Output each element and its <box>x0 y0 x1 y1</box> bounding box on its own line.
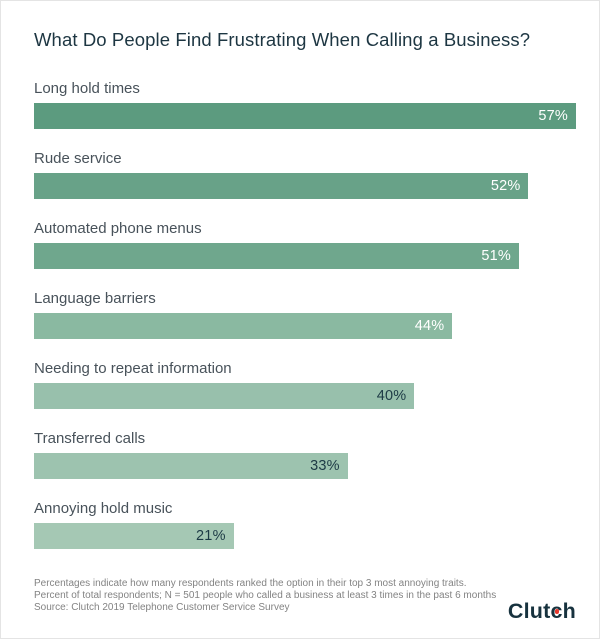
logo-text-pre: Clut <box>507 599 551 623</box>
bar-row: Long hold times 57% <box>34 80 576 150</box>
bar-chart: Long hold times 57% Rude service 52% Automat… <box>34 80 576 570</box>
bar-value-label: 57% <box>538 108 568 124</box>
footnote-line: Source: Clutch 2019 Telephone Customer S… <box>34 602 290 613</box>
bar: 40% <box>34 383 415 409</box>
bar: 52% <box>34 173 529 199</box>
bar: 21% <box>34 523 234 549</box>
clutch-logo: Clutch <box>508 599 576 624</box>
bar-category-label: Language barriers <box>34 290 156 307</box>
bar-category-label: Long hold times <box>34 80 140 97</box>
logo-text-post: h <box>562 599 576 623</box>
bar-row: Language barriers 44% <box>34 290 576 360</box>
bar-value-label: 40% <box>376 388 407 404</box>
footnote: Percentages indicate how many respondent… <box>34 578 496 614</box>
bar-category-label: Annoying hold music <box>34 500 173 517</box>
bar: 44% <box>34 313 453 339</box>
bar-category-label: Automated phone menus <box>34 220 202 237</box>
bar-category-label: Needing to repeat information <box>34 360 232 377</box>
bar-row: Annoying hold music 21% <box>34 500 576 570</box>
bar-value-label: 33% <box>310 458 340 474</box>
bar-row: Automated phone menus 51% <box>34 220 576 290</box>
bar-value-label: 51% <box>481 248 511 264</box>
chart-title: What Do People Find Frustrating When Cal… <box>34 29 531 50</box>
footnote-line: Percent of total respondents; N = 501 pe… <box>34 590 497 601</box>
footnote-line: Percentages indicate how many respondent… <box>34 578 467 589</box>
bar-row: Rude service 52% <box>34 150 576 220</box>
bar-row: Transferred calls 33% <box>34 430 576 500</box>
bar-value-label: 52% <box>490 178 521 194</box>
bar-value-label: 44% <box>414 318 445 334</box>
logo-letter-c: c <box>550 599 562 624</box>
logo-dot-icon <box>554 609 560 614</box>
bar: 51% <box>34 243 519 269</box>
bar-category-label: Rude service <box>34 150 122 167</box>
bar-value-label: 21% <box>196 528 226 544</box>
bar: 57% <box>34 103 576 129</box>
bar-category-label: Transferred calls <box>34 430 146 447</box>
bar: 33% <box>34 453 348 479</box>
bar-row: Needing to repeat information 40% <box>34 360 576 430</box>
